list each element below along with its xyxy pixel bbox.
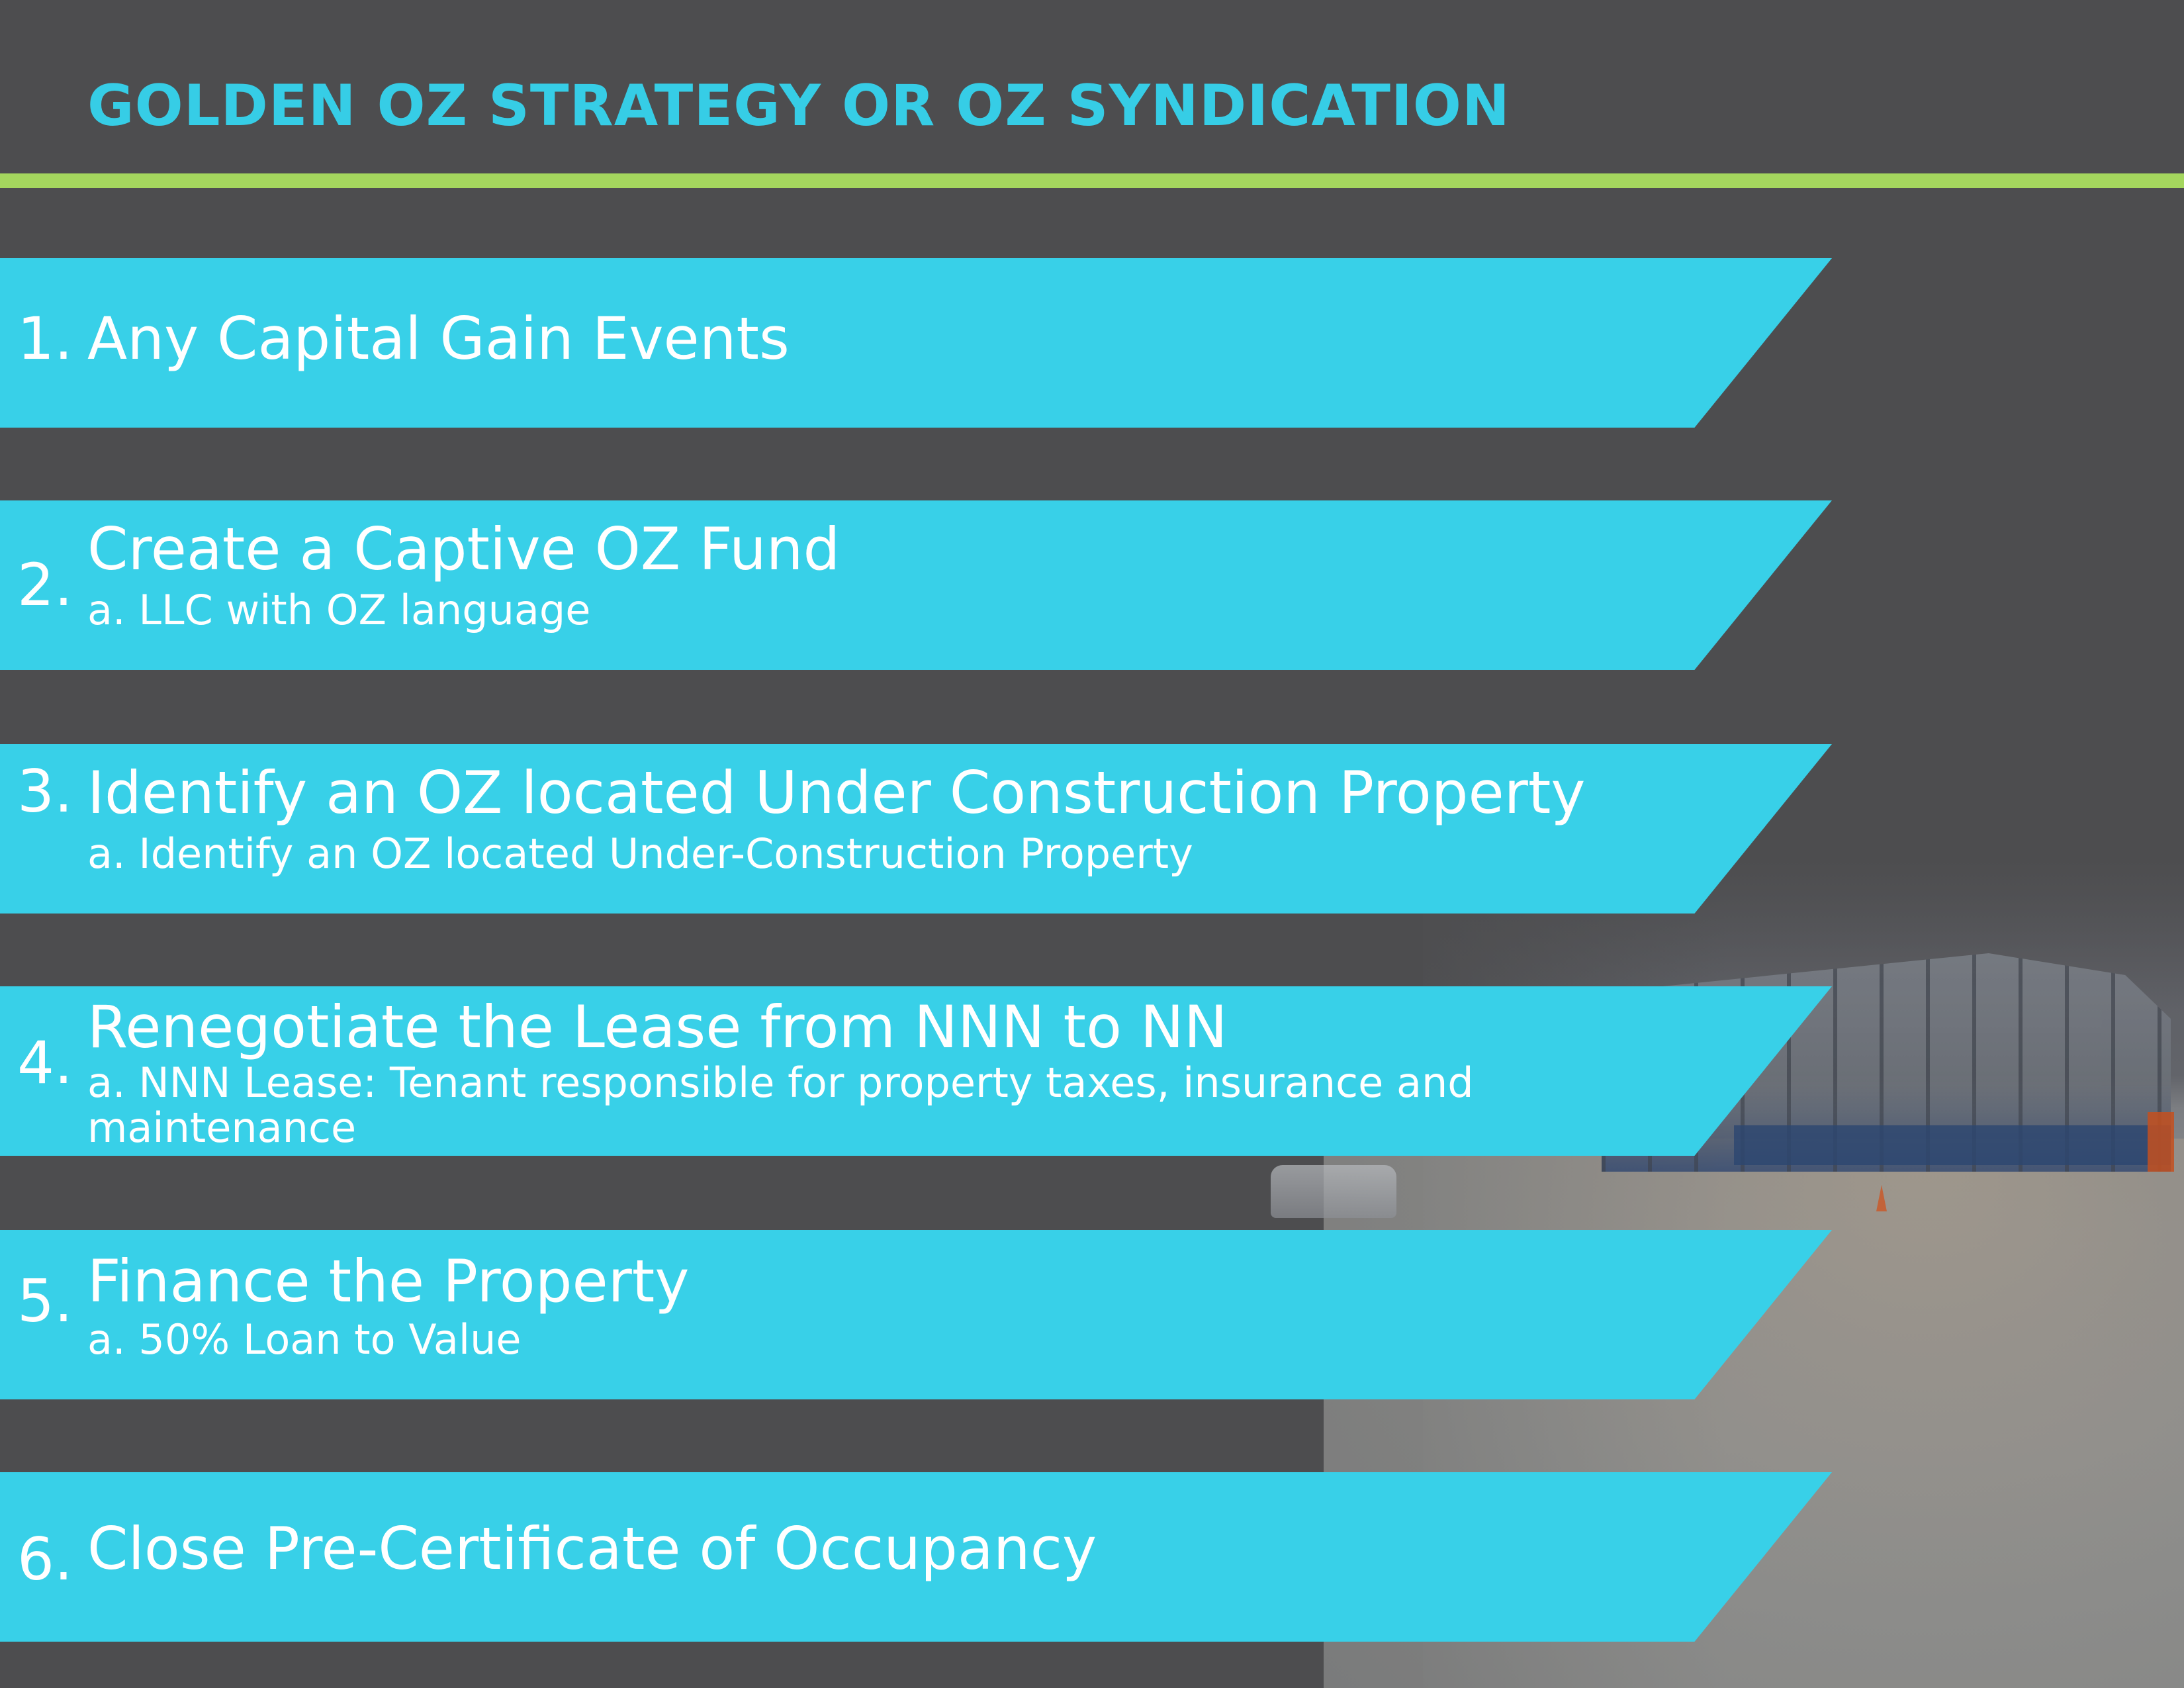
- step-number: 5.: [17, 1267, 73, 1335]
- step-title: Identify an OZ located Under Constructio…: [87, 759, 1586, 827]
- step-banner-4: 4. Renegotiate the Lease from NNN to NN …: [0, 986, 1832, 1156]
- step-subtitle: a. 50% Loan to Value: [87, 1315, 522, 1364]
- step-subtitle: a. NNN Lease: Tenant responsible for pro…: [87, 1058, 1474, 1152]
- step-banner-2: 2. Create a Captive OZ Fund a. LLC with …: [0, 500, 1832, 670]
- step-title: Any Capital Gain Events: [87, 305, 790, 373]
- step-number: 3.: [17, 757, 73, 825]
- step-title: Finance the Property: [87, 1247, 690, 1315]
- boom-lift: [2148, 1112, 2174, 1172]
- step-banner-6: 6. Close Pre-Certificate of Occupancy: [0, 1472, 1832, 1642]
- step-number: 6.: [17, 1525, 73, 1593]
- step-title: Close Pre-Certificate of Occupancy: [87, 1515, 1097, 1583]
- step-title: Create a Captive OZ Fund: [87, 515, 841, 583]
- pickup-truck: [1271, 1165, 1396, 1218]
- step-number: 2.: [17, 551, 73, 619]
- title-divider: [0, 173, 2184, 188]
- step-banner-1: 1. Any Capital Gain Events: [0, 258, 1832, 428]
- step-banner-3: 3. Identify an OZ located Under Construc…: [0, 744, 1832, 914]
- step-banner-5: 5. Finance the Property a. 50% Loan to V…: [0, 1230, 1832, 1399]
- step-number: 4.: [17, 1029, 73, 1097]
- traffic-cone-icon: [1876, 1185, 1887, 1211]
- page-title: GOLDEN OZ STRATEGY OR OZ SYNDICATION: [87, 73, 1510, 139]
- building-base-fence: [1734, 1125, 2171, 1165]
- step-number: 1.: [17, 305, 73, 373]
- step-subtitle: a. LLC with OZ language: [87, 586, 591, 634]
- step-subtitle: a. Identify an OZ located Under-Construc…: [87, 829, 1193, 878]
- step-title: Renegotiate the Lease from NNN to NN: [87, 993, 1228, 1061]
